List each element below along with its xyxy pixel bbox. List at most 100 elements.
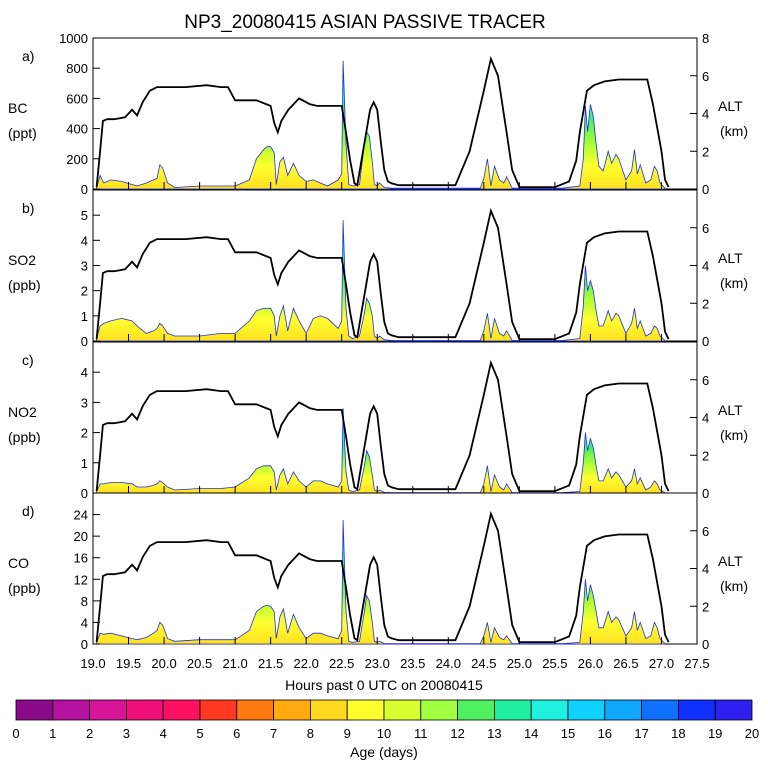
right-tick-label: 2	[702, 599, 709, 614]
x-tick-label: 19.5	[116, 656, 141, 671]
alt-axis-label: ALT	[718, 402, 743, 418]
color-swatch	[15, 699, 54, 721]
panel-so2: 0 1 2 3 4 5 0 2 4 6 b) SO2 (ppb) ALT (km)	[8, 189, 748, 349]
x-tick-label: 21.5	[258, 656, 283, 671]
color-tick-label: 0	[12, 726, 19, 741]
left-tick-label: 4	[81, 365, 88, 380]
x-tick-label: 27.0	[649, 656, 674, 671]
color-tick-label: 5	[196, 726, 203, 741]
x-tick-label: 23.0	[365, 656, 390, 671]
x-tick-label: 19.0	[80, 656, 105, 671]
color-bar-label: Age (days)	[350, 744, 418, 760]
left-tick-label: 0	[81, 334, 88, 349]
left-tick-label: 3	[81, 259, 88, 274]
panel-frame	[92, 341, 698, 494]
color-swatch	[457, 699, 495, 721]
left-tick-label: 1	[81, 456, 88, 471]
color-tick-label: 11	[414, 726, 428, 741]
left-tick-label: 12	[74, 572, 88, 587]
panel-bc: 0 200 400 600 800 1000 0 2 4 6 8 a) BC (ppt) ALT (km)	[8, 31, 748, 197]
x-tick-label: 22.5	[329, 656, 354, 671]
right-tick-label: 6	[702, 221, 709, 236]
units-label: (ppb)	[8, 580, 41, 596]
left-tick-label: 16	[74, 551, 88, 566]
x-tick-label: 26.0	[578, 656, 603, 671]
right-tick-label: 4	[702, 562, 709, 577]
left-tick-label: 20	[74, 529, 88, 544]
color-swatch	[273, 699, 311, 721]
left-tick-label: 3	[81, 395, 88, 410]
color-swatch	[236, 699, 275, 721]
left-tick-label: 4	[81, 615, 88, 630]
color-tick-label: 16	[598, 726, 612, 741]
altitude-line	[95, 207, 670, 340]
color-tick-label: 15	[561, 726, 575, 741]
color-tick-label: 3	[123, 726, 130, 741]
color-tick-label: 7	[270, 726, 277, 741]
x-tick-labels: 19.0 19.5 20.0 20.5 21.0 21.5 22.0 22.5 23.0 23.5…	[80, 656, 709, 671]
left-tick-label: 8	[81, 594, 88, 609]
species-label: NO2	[8, 404, 37, 420]
left-tick-label: 0	[81, 182, 88, 197]
x-tick-label: 24.5	[471, 656, 496, 671]
color-tick-label: 18	[671, 726, 685, 741]
right-tick-label: 6	[702, 69, 709, 84]
alt-units-label: (km)	[720, 427, 748, 443]
units-label: (ppb)	[8, 277, 41, 293]
species-label: BC	[8, 100, 27, 116]
right-tick-label: 2	[702, 448, 709, 463]
left-tick-label: 0	[81, 637, 88, 652]
left-tick-label: 4	[81, 233, 88, 248]
alt-axis-label: ALT	[718, 553, 743, 569]
color-tick-label: 12	[450, 726, 464, 741]
color-swatch	[52, 699, 90, 721]
right-tick-label: 0	[702, 486, 709, 501]
right-tick-label: 6	[702, 524, 709, 539]
color-swatch	[346, 699, 385, 721]
right-tick-label: 0	[702, 637, 709, 652]
panel-letter: a)	[22, 48, 34, 64]
color-swatch	[493, 699, 532, 721]
x-tick-label: 25.5	[542, 656, 567, 671]
x-tick-label: 25.0	[507, 656, 532, 671]
right-tick-label: 4	[702, 107, 709, 122]
x-tick-label: 26.5	[613, 656, 638, 671]
x-tick-label: 22.0	[294, 656, 319, 671]
color-tick-label: 20	[745, 726, 759, 741]
tracer-area-no2	[96, 408, 666, 494]
right-tick-label: 2	[702, 296, 709, 311]
color-tick-label: 6	[233, 726, 240, 741]
color-swatch	[530, 699, 569, 721]
x-axis-label: Hours past 0 UTC on 20080415	[285, 677, 483, 693]
left-tick-label: 400	[66, 122, 88, 137]
alt-axis-label: ALT	[718, 250, 743, 266]
left-tick-label: 24	[74, 508, 88, 523]
alt-axis-label: ALT	[718, 98, 743, 114]
left-tick-label: 800	[66, 61, 88, 76]
color-swatch	[420, 699, 458, 721]
chart-title: NP3_20080415 ASIAN PASSIVE TRACER	[184, 12, 546, 33]
right-tick-label: 0	[702, 182, 709, 197]
alt-units-label: (km)	[720, 578, 748, 594]
left-tick-label: 2	[81, 426, 88, 441]
color-swatch	[126, 699, 164, 721]
right-tick-label: 2	[702, 144, 709, 159]
color-swatch	[199, 699, 238, 721]
tracer-area-bc	[96, 60, 666, 190]
color-swatch	[162, 699, 201, 721]
left-tick-label: 5	[81, 208, 88, 223]
color-tick-label: 1	[49, 726, 56, 741]
color-swatch	[678, 699, 716, 721]
panel-letter: b)	[22, 200, 34, 216]
color-tick-label: 9	[344, 726, 351, 741]
x-tick-label: 21.0	[222, 656, 247, 671]
units-label: (ppb)	[8, 429, 41, 445]
x-tick-label: 20.0	[151, 656, 176, 671]
x-tick-label: 27.5	[684, 656, 709, 671]
tracer-area-so2	[96, 220, 666, 342]
left-tick-label: 200	[66, 152, 88, 167]
color-tick-label: 14	[524, 726, 538, 741]
color-swatch	[383, 699, 422, 721]
panel-no2: 0 1 2 3 4 0 2 4 6 c) NO2 (ppb) ALT (km)	[8, 341, 748, 501]
left-tick-label: 600	[66, 91, 88, 106]
